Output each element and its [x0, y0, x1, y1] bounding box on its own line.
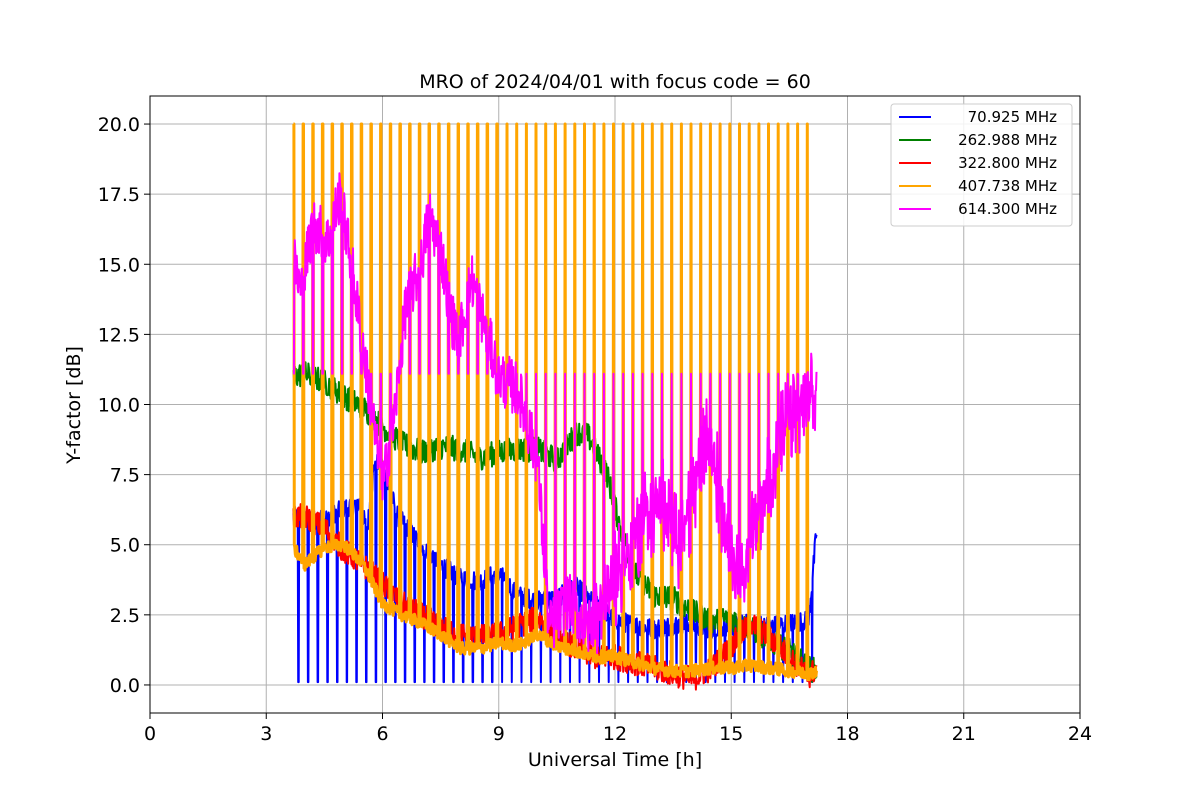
x-tick-label: 15: [719, 723, 743, 745]
x-tick-label: 24: [1068, 723, 1092, 745]
y-tick-label: 5.0: [110, 535, 140, 557]
x-tick-label: 9: [493, 723, 505, 745]
legend-box: [890, 103, 1073, 227]
x-tick-label: 3: [260, 723, 272, 745]
chart-title: MRO of 2024/04/01 with focus code = 60: [419, 71, 811, 93]
legend: 70.925 MHz 262.988 MHz 322.800 MHz 407.738 …: [890, 103, 1073, 227]
legend-label: 614.300 MHz: [958, 200, 1057, 218]
legend-label: 70.925 MHz: [968, 108, 1057, 126]
x-tick-label: 12: [603, 723, 627, 745]
y-tick-label: 7.5: [110, 465, 140, 487]
y-tick-label: 20.0: [98, 114, 140, 136]
y-tick-label: 2.5: [110, 605, 140, 627]
y-tick-label: 0.0: [110, 675, 140, 697]
legend-label: 262.988 MHz: [958, 131, 1057, 149]
series-layer: [292, 122, 818, 691]
y-tick-label: 17.5: [98, 184, 140, 206]
legend-label: 407.738 MHz: [958, 177, 1057, 195]
legend-label: 322.800 MHz: [958, 154, 1057, 172]
x-tick-label: 21: [952, 723, 976, 745]
series-line-614-300-mhz: [292, 172, 818, 655]
x-axis: 0 3 6 9 12 15 18 21 24: [144, 713, 1092, 745]
x-tick-label: 6: [376, 723, 388, 745]
y-tick-label: 12.5: [98, 324, 140, 346]
x-axis-label: Universal Time [h]: [528, 749, 702, 771]
y-axis: 0.0 2.5 5.0 7.5 10.0 12.5 15.0 17.5 20.0: [98, 114, 150, 697]
y-tick-label: 10.0: [98, 395, 140, 417]
y-axis-label: Y-factor [dB]: [63, 346, 85, 465]
x-tick-label: 0: [144, 723, 156, 745]
x-tick-label: 18: [835, 723, 859, 745]
y-tick-label: 15.0: [98, 254, 140, 276]
